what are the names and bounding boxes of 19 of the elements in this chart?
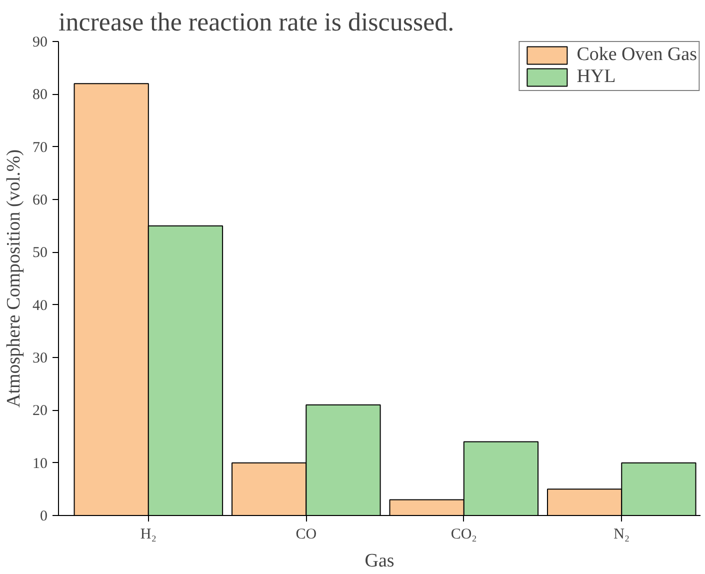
x-axis-title: Gas: [364, 550, 394, 572]
text: increase the reaction rate is discussed.: [58, 8, 454, 36]
y-tick-label: 40: [32, 298, 48, 314]
y-tick-label: 90: [32, 34, 48, 50]
y-tick-label: 50: [32, 245, 48, 262]
legend-label: Coke Oven Gas: [576, 44, 697, 66]
y-tick-label: 30: [32, 350, 48, 366]
legend-label: HYL: [576, 66, 616, 88]
y-axis-title: Atmosphere Composition (vol.%): [4, 149, 24, 408]
x-tick-label: N₂: [614, 526, 630, 542]
y-tick-label: 10: [32, 456, 48, 472]
x-tick-label: H₂: [140, 526, 156, 542]
x-tick-label: CO: [296, 526, 317, 542]
y-tick-label: 70: [32, 140, 48, 156]
y-tick-label: 60: [32, 192, 48, 208]
x-tick-label: CO₂: [450, 526, 477, 542]
y-tick-label: 20: [32, 403, 48, 420]
y-tick-label: 0: [40, 508, 48, 524]
y-tick-label: 80: [32, 87, 48, 104]
